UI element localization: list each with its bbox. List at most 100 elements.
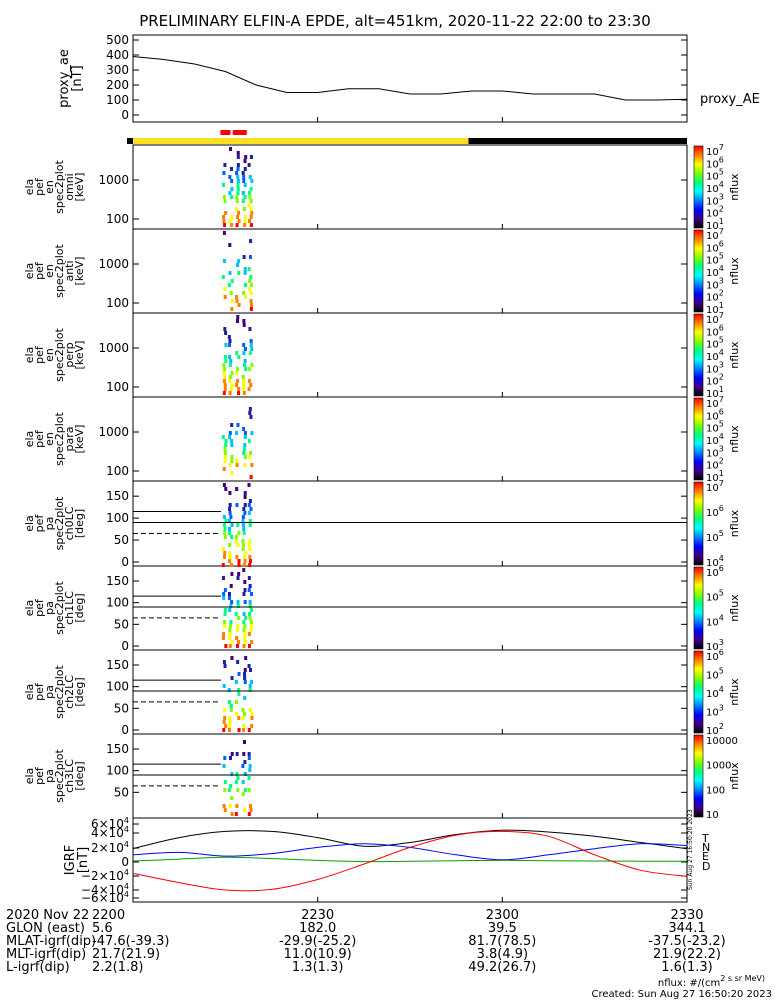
spectrogram-pixel: [235, 812, 238, 816]
spectrogram-pixel: [235, 535, 238, 539]
spectrogram-pixel: [229, 756, 232, 760]
spectrogram-pixel: [222, 576, 225, 580]
spectrogram-pixel: [222, 363, 225, 367]
spectrogram-pixel: [241, 708, 244, 712]
spectrogram-pixel: [229, 511, 232, 515]
spectrogram-pixel: [236, 367, 239, 371]
spectrogram-pixel: [250, 343, 253, 347]
spectrogram-pixel: [230, 708, 233, 712]
spectrogram-pixel: [237, 163, 240, 167]
spectrogram-pixel: [235, 171, 238, 175]
spectrogram-pixel: [242, 592, 245, 596]
spectrogram-pixel: [248, 752, 251, 756]
spectrogram-pixel: [236, 628, 239, 632]
burst-mark: [233, 130, 247, 135]
colorbar-omni: [694, 146, 703, 228]
spectrogram-pixel: [222, 596, 225, 600]
spectrogram-pixel: [222, 563, 225, 567]
spectrogram-pixel: [241, 764, 244, 768]
colorbar-tick-label: 10000: [706, 736, 738, 747]
spectrogram-pixel: [249, 383, 252, 387]
spectrogram-pixel: [248, 788, 251, 792]
side-stamp: Sun Aug 27 16:50:20 2023: [687, 809, 694, 890]
spectrogram-pixel: [249, 559, 252, 563]
spectrogram-pixel: [237, 716, 240, 720]
spectrogram-pixel: [223, 708, 226, 712]
spectrogram-pixel: [229, 624, 232, 628]
spectrogram-pixel: [241, 716, 244, 720]
colorbar-tick-label: 102: [706, 722, 724, 737]
spectrogram-pixel: [242, 515, 245, 519]
spectrogram-pixel: [235, 371, 238, 375]
y-tick-label: 100: [106, 511, 129, 525]
spectrogram-pixel: [222, 632, 225, 636]
spectrogram-pixel: [237, 576, 240, 580]
spectrogram-pixel: [231, 299, 234, 303]
spectrogram-pixel: [230, 223, 233, 227]
y-tick-label: 1000: [98, 173, 129, 187]
spectrogram-pixel: [236, 523, 239, 527]
spectrogram-pixel: [230, 187, 233, 191]
spectrogram-pixel: [222, 171, 225, 175]
spectrogram-pixel: [244, 455, 247, 459]
spectrogram-pixel: [236, 223, 239, 227]
spectrogram-pixel: [228, 507, 231, 511]
spectrogram-pixel: [238, 672, 241, 676]
spectrogram-pixel: [237, 191, 240, 195]
spectrogram-pixel: [244, 668, 247, 672]
footer-value: 1.3(1.3): [292, 960, 344, 975]
spectrogram-pixel: [231, 812, 234, 816]
spectrogram-pixel: [250, 716, 253, 720]
y-tick-label: 100: [106, 212, 129, 226]
spectrogram-pixel: [235, 503, 238, 507]
spectrogram-pixel: [228, 491, 231, 495]
spectrogram-pixel: [228, 175, 231, 179]
spectrogram-pixel: [243, 363, 246, 367]
spectrogram-pixel: [250, 475, 253, 479]
spectrogram-pixel: [243, 580, 246, 584]
spectrogram-pixel: [229, 515, 232, 519]
spectrogram-pixel: [222, 215, 225, 219]
units-note: nflux: #/(cm2 s sr MeV): [658, 974, 765, 989]
spectrogram-pixel: [242, 628, 245, 632]
spectrogram-pixel: [242, 175, 245, 179]
spectrogram-pixel: [235, 295, 238, 299]
colorbar-anti: [694, 230, 703, 312]
spectrogram-pixel: [242, 375, 245, 379]
spectrogram-pixel: [236, 644, 239, 648]
spectrogram-pixel: [250, 347, 253, 351]
spectrogram-pixel: [243, 391, 246, 395]
proxy-ae-line: [133, 57, 687, 101]
colorbar-label: nflux: [728, 678, 741, 706]
spectrogram-pixel: [224, 612, 227, 616]
y-tick-label: 100: [106, 680, 129, 694]
created-note: Created: Sun Aug 27 16:50:20 2023: [592, 989, 772, 1000]
y-axis-label: [keV]: [73, 341, 86, 370]
y-tick-label: 300: [106, 63, 129, 77]
y-axis-label: [keV]: [73, 173, 86, 202]
spectrogram-pixel: [238, 303, 241, 307]
spectrogram-pixel: [244, 219, 247, 223]
spectrogram-pixel: [244, 680, 247, 684]
spectrogram-pixel: [250, 680, 253, 684]
spectrogram-pixel: [250, 431, 253, 435]
spectrogram-pixel: [250, 179, 253, 183]
spectrogram-pixel: [250, 363, 253, 367]
spectrogram-pixel: [244, 271, 247, 275]
spectrogram-pixel: [230, 572, 233, 576]
spectrogram-pixel: [228, 596, 231, 600]
y-tick-label: 100: [106, 93, 129, 107]
spectrogram-pixel: [222, 219, 225, 223]
spectrogram-pixel: [237, 155, 240, 159]
spectrogram-pixel: [243, 672, 246, 676]
spectrogram-pixel: [243, 724, 246, 728]
panel-frame-para: [133, 397, 687, 481]
spectrogram-pixel: [224, 808, 227, 812]
spectrogram-pixel: [244, 435, 247, 439]
spectrogram-pixel: [243, 612, 246, 616]
spectrogram-pixel: [228, 531, 231, 535]
spectrogram-pixel: [248, 219, 251, 223]
spectrogram-pixel: [224, 459, 227, 463]
spectrogram-pixel: [248, 563, 251, 567]
